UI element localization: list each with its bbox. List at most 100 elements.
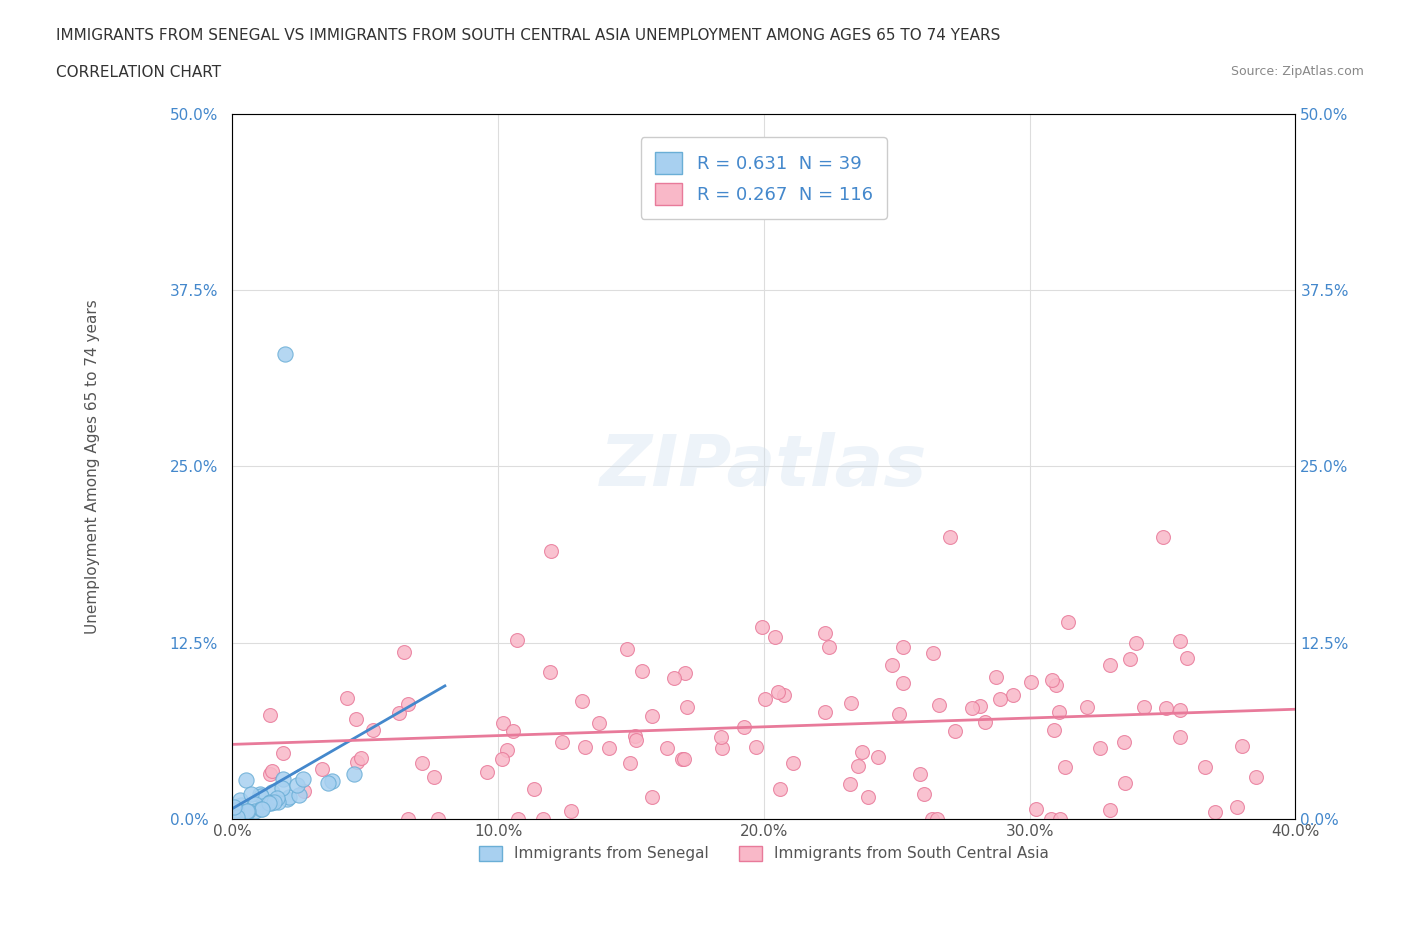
Point — [673, 666, 696, 681]
Point — [228, 803, 250, 817]
Point — [1088, 740, 1111, 755]
Point — [475, 764, 498, 779]
Point — [655, 741, 678, 756]
Point — [1114, 776, 1136, 790]
Point — [571, 694, 593, 709]
Point — [387, 706, 409, 721]
Point — [221, 811, 243, 826]
Point — [560, 804, 582, 818]
Point — [769, 782, 792, 797]
Point — [250, 801, 273, 816]
Point — [225, 803, 247, 817]
Point — [1019, 674, 1042, 689]
Point — [943, 724, 966, 738]
Point — [350, 751, 373, 765]
Point — [491, 751, 513, 766]
Point — [1076, 699, 1098, 714]
Point — [291, 771, 314, 786]
Point — [1133, 700, 1156, 715]
Point — [257, 796, 280, 811]
Point — [1175, 651, 1198, 666]
Point — [267, 794, 290, 809]
Point — [588, 715, 610, 730]
Point — [814, 705, 837, 720]
Point — [316, 775, 339, 790]
Point — [676, 700, 699, 715]
Point — [960, 700, 983, 715]
Point — [271, 772, 294, 787]
Point — [1049, 811, 1071, 826]
Point — [1057, 615, 1080, 630]
Point — [745, 739, 768, 754]
Point — [1168, 633, 1191, 648]
Point — [506, 811, 529, 826]
Point — [851, 745, 873, 760]
Point — [396, 811, 419, 826]
Point — [1047, 705, 1070, 720]
Point — [427, 811, 450, 826]
Text: IMMIGRANTS FROM SENEGAL VS IMMIGRANTS FROM SOUTH CENTRAL ASIA UNEMPLOYMENT AMONG: IMMIGRANTS FROM SENEGAL VS IMMIGRANTS FR… — [56, 28, 1001, 43]
Point — [887, 707, 910, 722]
Point — [531, 811, 554, 826]
Y-axis label: Unemployment Among Ages 65 to 74 years: Unemployment Among Ages 65 to 74 years — [86, 299, 100, 634]
Point — [574, 739, 596, 754]
Point — [392, 644, 415, 659]
Point — [222, 805, 245, 820]
Point — [1125, 635, 1147, 650]
Point — [266, 790, 288, 805]
Point — [1244, 769, 1267, 784]
Point — [974, 714, 997, 729]
Point — [1099, 658, 1122, 673]
Point — [814, 626, 837, 641]
Point — [710, 730, 733, 745]
Point — [260, 764, 283, 778]
Point — [235, 773, 257, 788]
Point — [986, 670, 1008, 684]
Point — [287, 778, 309, 793]
Point — [616, 642, 638, 657]
Point — [271, 781, 294, 796]
Point — [969, 698, 991, 713]
Point — [278, 790, 301, 804]
Point — [346, 755, 368, 770]
Legend: Immigrants from Senegal, Immigrants from South Central Asia: Immigrants from Senegal, Immigrants from… — [472, 840, 1054, 868]
Point — [1098, 803, 1121, 817]
Point — [250, 802, 273, 817]
Point — [768, 684, 790, 699]
Point — [990, 692, 1012, 707]
Point — [292, 784, 315, 799]
Point — [1001, 687, 1024, 702]
Point — [229, 798, 252, 813]
Point — [624, 728, 647, 743]
Point — [925, 811, 948, 826]
Point — [1025, 802, 1047, 817]
Point — [1114, 735, 1136, 750]
Point — [263, 794, 285, 809]
Point — [1168, 702, 1191, 717]
Point — [868, 750, 890, 764]
Point — [343, 766, 366, 781]
Point — [1156, 700, 1178, 715]
Point — [245, 797, 267, 812]
Point — [939, 529, 962, 544]
Point — [259, 766, 281, 781]
Point — [259, 795, 281, 810]
Point — [336, 691, 359, 706]
Point — [1053, 760, 1076, 775]
Point — [763, 630, 786, 644]
Point — [782, 756, 804, 771]
Point — [672, 751, 695, 766]
Point — [226, 809, 249, 824]
Point — [908, 766, 931, 781]
Point — [839, 777, 862, 791]
Point — [551, 735, 574, 750]
Point — [231, 804, 253, 819]
Point — [262, 785, 284, 800]
Point — [1194, 759, 1216, 774]
Point — [1225, 800, 1247, 815]
Point — [893, 675, 915, 690]
Text: CORRELATION CHART: CORRELATION CHART — [56, 65, 221, 80]
Point — [236, 804, 259, 818]
Point — [754, 692, 776, 707]
Point — [502, 724, 524, 739]
